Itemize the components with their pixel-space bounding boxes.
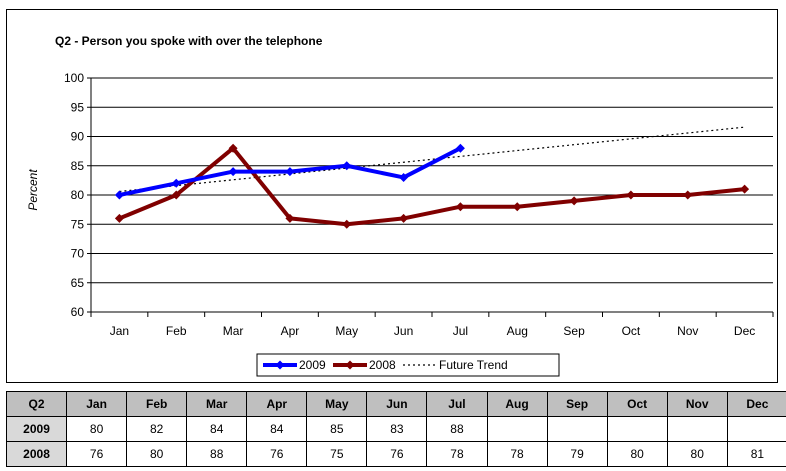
legend-label: 2008 — [369, 358, 396, 372]
data-point — [626, 190, 636, 200]
table-cell: 76 — [246, 441, 308, 467]
data-point — [114, 190, 124, 200]
table-header-cell: Aug — [486, 391, 548, 417]
gridlines — [87, 77, 774, 317]
table-cell: 80 — [666, 441, 728, 467]
data-point — [342, 219, 352, 229]
table-header-cell: Jan — [66, 391, 128, 417]
line-chart: Q2 - Person you spoke with over the tele… — [26, 34, 774, 377]
table-header-cell: May — [306, 391, 368, 417]
table-row: 2009 80 82 84 84 85 83 88 — [5, 416, 786, 442]
x-tick-label: Nov — [677, 324, 698, 338]
table-cell: 76 — [66, 441, 128, 467]
table-cell: 76 — [366, 441, 428, 467]
table-cell: 81 — [726, 441, 786, 467]
data-point — [740, 184, 750, 194]
data-point — [399, 213, 409, 223]
table-cell: 88 — [186, 441, 248, 467]
data-point — [399, 172, 409, 182]
table-row: 2008 76 80 88 76 75 76 78 78 79 80 80 81 — [5, 441, 786, 467]
y-tick-label: 80 — [71, 188, 85, 202]
table-cell: 78 — [426, 441, 488, 467]
data-point — [683, 190, 693, 200]
y-tick-label: 65 — [71, 276, 85, 290]
data-point — [342, 161, 352, 171]
x-tick-label: Jul — [453, 324, 468, 338]
table-cell — [726, 416, 786, 442]
table-header-cell: Jun — [366, 391, 428, 417]
table-cell: 88 — [426, 416, 488, 442]
y-axis-label: Percent — [26, 169, 40, 211]
x-tick-label: Apr — [281, 324, 300, 338]
y-tick-label: 70 — [71, 247, 85, 261]
chart-title: Q2 - Person you spoke with over the tele… — [55, 34, 323, 48]
y-tick-label: 90 — [71, 130, 85, 144]
table-cell: 84 — [186, 416, 248, 442]
table-header-cell: Sep — [546, 391, 608, 417]
table-header-cell: Feb — [126, 391, 188, 417]
legend-label: 2009 — [299, 358, 326, 372]
y-tick-label: 85 — [71, 159, 85, 173]
y-tick-labels: 60 65 70 75 80 85 90 95 100 — [64, 71, 84, 319]
x-tick-label: May — [335, 324, 358, 338]
data-point — [285, 213, 295, 223]
table-cell — [486, 416, 548, 442]
y-tick-label: 60 — [71, 305, 85, 319]
data-point — [512, 202, 522, 212]
x-tick-label: Jan — [110, 324, 129, 338]
table-row-label: 2008 — [5, 441, 68, 467]
data-point — [171, 178, 181, 188]
table-cell: 80 — [66, 416, 128, 442]
table-cell: 80 — [606, 441, 668, 467]
legend-label: Future Trend — [439, 358, 508, 372]
table-cell: 83 — [366, 416, 428, 442]
table-header-cell: Oct — [606, 391, 668, 417]
table-cell: 82 — [126, 416, 188, 442]
x-tick-label: Aug — [507, 324, 528, 338]
x-tick-labels: Jan Feb Mar Apr May Jun Jul Aug Sep Oct Nov Dec — [110, 324, 756, 338]
chart-area: Q2 - Person you spoke with over the tele… — [6, 9, 778, 383]
y-tick-label: 75 — [71, 217, 85, 231]
x-tick-label: Jun — [394, 324, 413, 338]
table-header-cell: Jul — [426, 391, 488, 417]
table-header-cell: Apr — [246, 391, 308, 417]
table-corner-cell: Q2 — [5, 391, 68, 417]
data-point — [285, 167, 295, 177]
x-tick-label: Oct — [622, 324, 641, 338]
series-line-2008 — [118, 146, 745, 227]
x-tick-label: Mar — [223, 324, 244, 338]
legend: 2009 2008 Future Trend — [256, 353, 560, 377]
data-point — [228, 143, 238, 153]
table-cell — [606, 416, 668, 442]
table-cell — [546, 416, 608, 442]
table-cell: 80 — [126, 441, 188, 467]
table-header-cell: Nov — [666, 391, 728, 417]
data-point — [114, 213, 124, 223]
data-point — [228, 167, 238, 177]
table-cell: 75 — [306, 441, 368, 467]
data-point — [569, 196, 579, 206]
legend-marker — [275, 360, 285, 370]
data-point — [455, 202, 465, 212]
table-header-cell: Dec — [726, 391, 786, 417]
data-table: Q2 Jan Feb Mar Apr May Jun Jul Aug Sep Oct Nov Dec 20… — [5, 391, 786, 467]
data-point — [455, 143, 465, 153]
table-cell: 85 — [306, 416, 368, 442]
legend-marker — [345, 360, 355, 370]
x-tick-label: Dec — [734, 324, 755, 338]
table-cell: 79 — [546, 441, 608, 467]
table-cell: 84 — [246, 416, 308, 442]
x-tick-label: Sep — [563, 324, 585, 338]
table-cell — [666, 416, 728, 442]
series-lines — [114, 126, 750, 229]
x-tick-label: Feb — [166, 324, 187, 338]
y-tick-label: 100 — [64, 71, 84, 85]
table-header-row: Q2 Jan Feb Mar Apr May Jun Jul Aug Sep Oct Nov Dec — [5, 391, 786, 417]
data-point — [171, 190, 181, 200]
table-cell: 78 — [486, 441, 548, 467]
y-tick-label: 95 — [71, 100, 85, 114]
table-row-label: 2009 — [5, 416, 68, 442]
table-header-cell: Mar — [186, 391, 248, 417]
